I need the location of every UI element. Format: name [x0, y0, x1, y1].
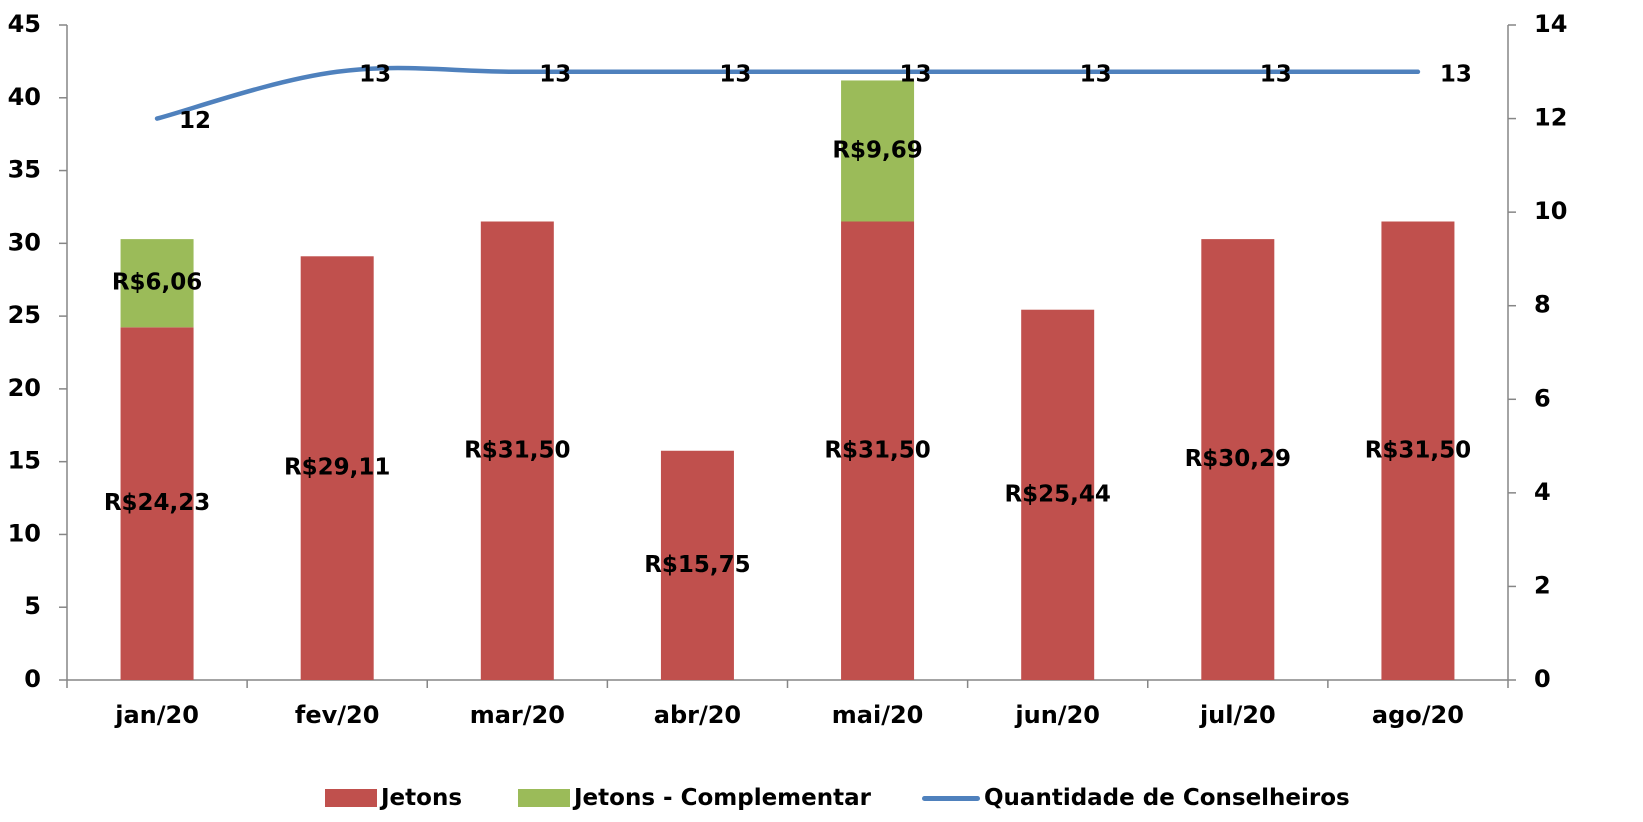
data-label-jetons: R$31,50 [1365, 437, 1471, 463]
data-label-quantidade: 13 [1440, 61, 1472, 87]
y-left-tick-label: 10 [8, 519, 41, 547]
y-left-tick-label: 30 [8, 228, 41, 256]
y-left-tick-label: 35 [8, 156, 41, 184]
data-label-quantidade: 13 [359, 61, 391, 87]
x-tick-label: jul/20 [1199, 701, 1276, 729]
y-left-tick-label: 45 [8, 10, 41, 38]
data-label-quantidade: 13 [900, 61, 932, 87]
data-label-jetons: R$24,23 [104, 490, 210, 516]
bar-jetons [1201, 239, 1275, 680]
data-label-quantidade: 13 [1080, 61, 1112, 87]
y-right-tick-label: 6 [1534, 384, 1551, 412]
x-tick-label: fev/20 [295, 701, 380, 729]
bar-jetons [1021, 309, 1095, 680]
y-left-tick-label: 15 [8, 447, 41, 475]
x-tick-label: jun/20 [1014, 701, 1100, 729]
data-label-jetons: R$31,50 [824, 437, 930, 463]
data-label-quantidade: 13 [1260, 61, 1292, 87]
line-quantidade-conselheiros [154, 65, 1421, 121]
y-right-tick-label: 10 [1534, 197, 1567, 225]
x-tick-label: mar/20 [470, 701, 565, 729]
y-right-tick-label: 14 [1534, 10, 1567, 38]
y-left-tick-label: 25 [8, 301, 41, 329]
data-label-quantidade: 13 [539, 61, 571, 87]
bar-jetons-complementar [841, 80, 915, 222]
y-right-tick-label: 12 [1534, 104, 1567, 132]
legend-item-jetons-complementar: Jetons - Complementar [518, 778, 871, 818]
y-right-tick-label: 0 [1534, 665, 1551, 693]
y-left-tick-label: 40 [8, 83, 41, 111]
chart-canvas: 0 5 10 15 20 25 30 35 40 45 0 2 4 6 8 10 12 14 jan/20 fev/2… [8, 10, 1568, 729]
data-label-quantidade: 12 [179, 108, 211, 134]
legend-label-quantidade: Quantidade de Conselheiros [984, 785, 1350, 811]
y-left-tick-label: 5 [24, 592, 41, 620]
data-label-quantidade: 13 [719, 61, 751, 87]
legend-item-jetons: Jetons [325, 778, 462, 818]
data-label-jetons: R$25,44 [1004, 481, 1110, 507]
data-label-jetons: R$31,50 [464, 437, 570, 463]
y-right-tick-label: 2 [1534, 571, 1551, 599]
bar-jetons [841, 221, 915, 680]
legend-swatch-jetons-complementar [518, 789, 570, 807]
y-right-tick-label: 4 [1534, 478, 1551, 506]
legend-swatch-quantidade [922, 795, 980, 801]
data-label-complementar: R$9,69 [832, 137, 922, 163]
legend: Jetons Jetons - Complementar Quantidade … [0, 778, 1643, 818]
legend-item-quantidade: Quantidade de Conselheiros [922, 778, 1350, 818]
y-right-tick-label: 8 [1534, 291, 1551, 319]
bar-jetons [300, 256, 374, 680]
y-left-tick-label: 20 [8, 374, 41, 402]
data-label-jetons: R$30,29 [1185, 446, 1291, 472]
bar-jetons [1381, 221, 1455, 680]
legend-label-jetons: Jetons [381, 785, 463, 811]
data-label-jetons: R$15,75 [644, 552, 750, 578]
data-label-complementar: R$6,06 [112, 270, 202, 296]
legend-swatch-jetons [325, 789, 377, 807]
y-left-tick-label: 0 [24, 665, 41, 693]
bar-jetons-complementar [120, 239, 194, 328]
x-tick-label: ago/20 [1372, 701, 1464, 729]
legend-label-jetons-complementar: Jetons - Complementar [574, 785, 871, 811]
data-label-jetons: R$29,11 [284, 455, 390, 481]
bar-jetons [120, 327, 194, 680]
bar-jetons [660, 450, 734, 680]
x-tick-label: abr/20 [654, 701, 741, 729]
bar-jetons [480, 221, 554, 680]
x-tick-label: mai/20 [832, 701, 924, 729]
x-tick-label: jan/20 [114, 701, 199, 729]
